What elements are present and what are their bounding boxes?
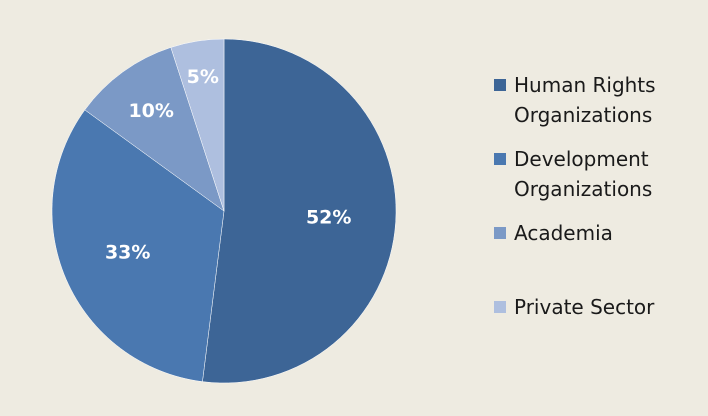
pie-label-development: 33% bbox=[105, 242, 150, 264]
pie-slice-human-rights bbox=[202, 38, 397, 384]
legend-label-human-rights: Human Rights Organizations bbox=[514, 73, 656, 127]
legend-swatch-private-sector bbox=[494, 301, 506, 313]
legend-label-academia: Academia bbox=[514, 221, 613, 245]
legend-item-academia: Academia bbox=[494, 218, 704, 248]
pie-slice-academia bbox=[84, 47, 225, 212]
pie-slice-development bbox=[51, 109, 225, 382]
pie-label-private-sector: 5% bbox=[187, 66, 219, 88]
legend-item-human-rights: Human Rights Organizations bbox=[494, 70, 704, 130]
legend-swatch-development bbox=[494, 153, 506, 165]
legend-label-private-sector: Private Sector bbox=[514, 295, 655, 319]
pie-slice-labels: 52% 33% 10% 5% bbox=[105, 66, 351, 264]
legend-swatch-human-rights bbox=[494, 79, 506, 91]
legend-label-development: Development Organizations bbox=[514, 147, 653, 201]
legend-item-private-sector: Private Sector bbox=[494, 292, 704, 322]
pie-slice-private-sector bbox=[170, 38, 225, 212]
pie-chart: 52% 33% 10% 5% bbox=[51, 38, 397, 384]
legend-swatch-academia bbox=[494, 227, 506, 239]
pie-label-human-rights: 52% bbox=[306, 207, 351, 229]
pie-label-academia: 10% bbox=[128, 100, 173, 122]
pie-slices bbox=[51, 38, 397, 384]
legend-item-development: Development Organizations bbox=[494, 144, 704, 204]
